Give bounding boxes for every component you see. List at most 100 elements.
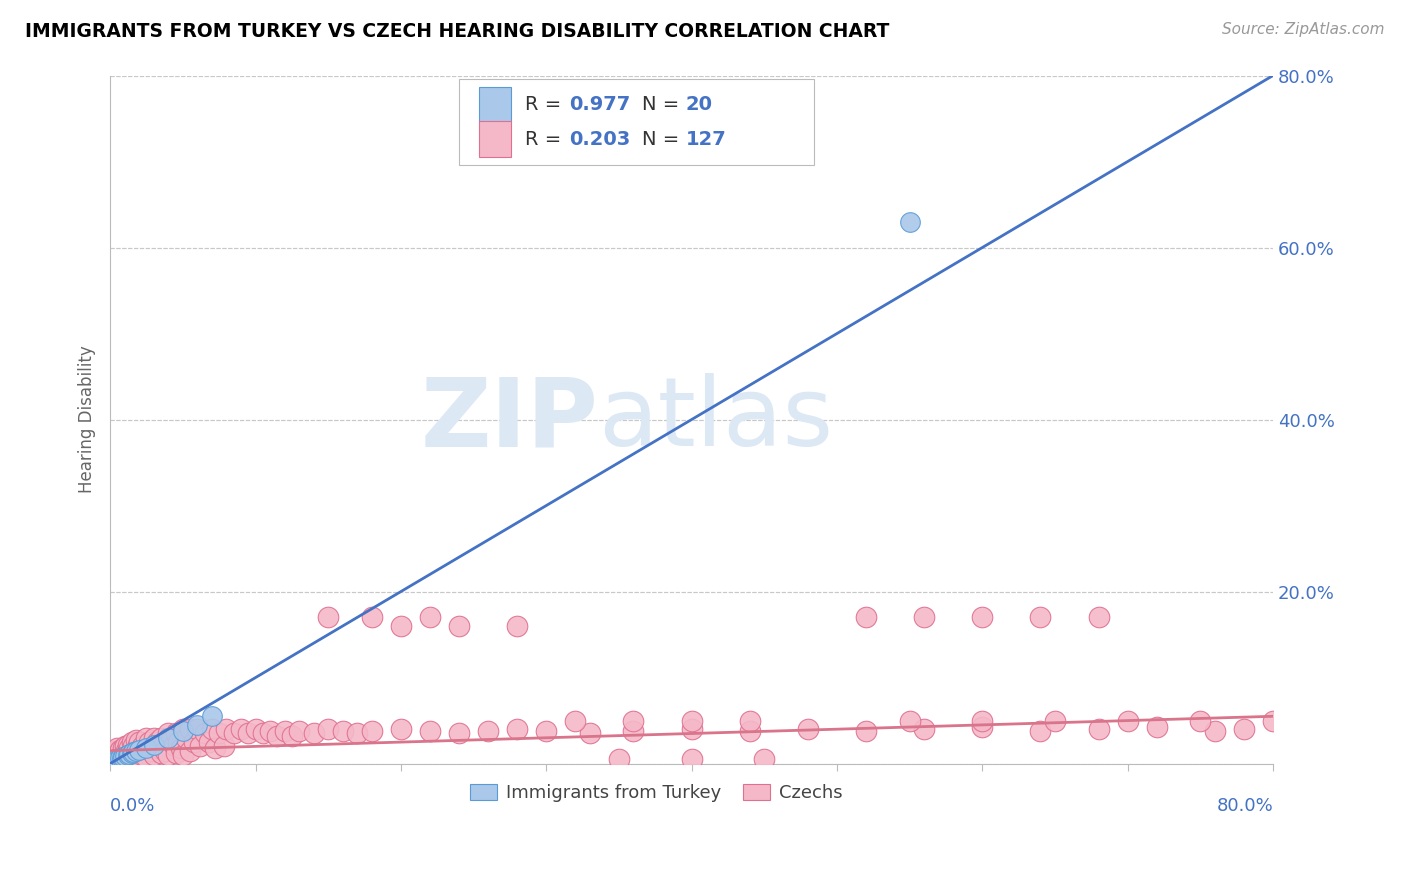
Point	[229, 722, 252, 736]
Point	[506, 619, 529, 633]
Point	[179, 744, 201, 758]
Point	[111, 746, 134, 760]
Point	[165, 726, 187, 740]
Point	[155, 744, 177, 758]
Point	[125, 732, 148, 747]
Point	[134, 741, 156, 756]
Point	[111, 750, 134, 764]
Point	[204, 741, 226, 756]
Point	[172, 747, 194, 762]
Point	[153, 738, 176, 752]
Point	[138, 735, 160, 749]
Point	[1029, 723, 1052, 738]
Point	[172, 722, 194, 736]
Point	[855, 723, 877, 738]
Point	[122, 746, 145, 760]
Point	[332, 723, 354, 738]
Point	[447, 619, 470, 633]
Point	[135, 749, 157, 764]
Point	[118, 741, 141, 756]
Point	[738, 714, 761, 728]
Text: 127: 127	[686, 130, 727, 149]
Point	[107, 753, 129, 767]
Point	[238, 726, 260, 740]
Point	[477, 723, 499, 738]
Point	[170, 741, 193, 756]
Point	[506, 722, 529, 736]
Point	[124, 744, 146, 758]
Point	[316, 722, 339, 736]
Point	[104, 744, 127, 758]
Point	[1116, 714, 1139, 728]
Point	[1233, 722, 1256, 736]
Point	[898, 714, 921, 728]
Point	[128, 751, 150, 765]
Text: ZIP: ZIP	[420, 373, 599, 466]
Point	[1043, 714, 1066, 728]
Point	[681, 722, 703, 736]
Point	[122, 739, 145, 754]
Point	[245, 722, 267, 736]
Point	[167, 735, 190, 749]
Point	[681, 714, 703, 728]
Point	[1189, 714, 1212, 728]
Point	[579, 726, 602, 740]
Point	[681, 752, 703, 766]
Point	[1087, 610, 1109, 624]
Point	[128, 743, 150, 757]
Point	[273, 723, 295, 738]
Point	[110, 743, 132, 757]
Point	[141, 739, 163, 754]
Point	[360, 723, 382, 738]
Point	[1261, 714, 1284, 728]
Point	[288, 723, 311, 738]
Point	[150, 746, 173, 760]
Point	[212, 739, 235, 754]
Point	[121, 735, 143, 749]
Point	[114, 750, 136, 764]
Point	[1204, 723, 1226, 738]
Point	[252, 726, 274, 740]
Text: R =: R =	[526, 130, 568, 149]
Point	[389, 619, 412, 633]
Point	[316, 610, 339, 624]
Point	[131, 739, 153, 754]
Text: 80.0%: 80.0%	[1216, 797, 1272, 814]
Point	[103, 746, 125, 760]
Point	[112, 749, 135, 764]
Point	[389, 722, 412, 736]
Point	[131, 747, 153, 762]
Point	[186, 718, 208, 732]
Point	[972, 610, 994, 624]
Point	[127, 738, 149, 752]
Point	[107, 741, 129, 756]
Point	[607, 752, 630, 766]
Point	[198, 735, 221, 749]
Point	[110, 751, 132, 765]
Point	[101, 754, 124, 768]
Point	[120, 746, 142, 760]
Point	[125, 744, 148, 758]
Point	[201, 722, 224, 736]
Y-axis label: Hearing Disability: Hearing Disability	[79, 346, 96, 493]
Point	[419, 723, 441, 738]
Point	[266, 729, 288, 743]
Point	[186, 722, 208, 736]
Point	[101, 749, 124, 764]
Text: 0.0%: 0.0%	[110, 797, 156, 814]
Point	[163, 738, 186, 752]
Point	[754, 752, 776, 766]
Point	[1146, 721, 1168, 735]
Text: N =: N =	[641, 130, 685, 149]
Point	[135, 731, 157, 745]
Point	[108, 745, 131, 759]
Point	[110, 752, 132, 766]
Point	[179, 722, 201, 736]
Point	[114, 739, 136, 754]
Point	[142, 738, 165, 752]
Point	[142, 731, 165, 745]
Text: IMMIGRANTS FROM TURKEY VS CZECH HEARING DISABILITY CORRELATION CHART: IMMIGRANTS FROM TURKEY VS CZECH HEARING …	[25, 22, 890, 41]
Point	[117, 751, 139, 765]
Point	[112, 741, 135, 756]
Point	[114, 748, 136, 763]
